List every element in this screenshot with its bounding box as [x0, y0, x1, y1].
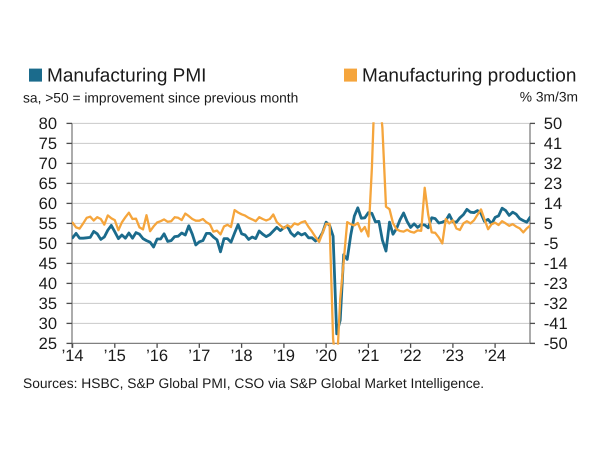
svg-text:25: 25 — [39, 335, 57, 353]
svg-text:80: 80 — [39, 115, 57, 133]
svg-text:60: 60 — [39, 195, 57, 213]
svg-text:’22: ’22 — [400, 347, 422, 365]
svg-text:sa, >50 = improvement since pr: sa, >50 = improvement since previous mon… — [23, 91, 298, 106]
svg-text:5: 5 — [544, 215, 553, 233]
svg-text:% 3m/3m: % 3m/3m — [520, 90, 578, 105]
svg-text:-14: -14 — [544, 255, 568, 273]
svg-text:35: 35 — [39, 295, 57, 313]
svg-text:Manufacturing PMI: Manufacturing PMI — [47, 66, 206, 87]
svg-text:-41: -41 — [544, 315, 568, 333]
svg-text:40: 40 — [39, 275, 57, 293]
svg-text:’19: ’19 — [273, 347, 295, 365]
svg-text:-23: -23 — [544, 275, 568, 293]
svg-text:41: 41 — [544, 135, 562, 153]
svg-text:50: 50 — [544, 115, 562, 133]
svg-text:’15: ’15 — [104, 347, 126, 365]
svg-text:30: 30 — [39, 315, 57, 333]
svg-text:’20: ’20 — [315, 347, 337, 365]
svg-text:Sources: HSBC, S&P Global PMI,: Sources: HSBC, S&P Global PMI, CSO via S… — [23, 376, 484, 391]
svg-text:’23: ’23 — [442, 347, 464, 365]
svg-text:’21: ’21 — [357, 347, 379, 365]
svg-text:14: 14 — [544, 195, 562, 213]
svg-text:’18: ’18 — [231, 347, 253, 365]
svg-text:50: 50 — [39, 235, 57, 253]
svg-text:’14: ’14 — [62, 347, 84, 365]
svg-text:55: 55 — [39, 215, 57, 233]
svg-text:23: 23 — [544, 175, 562, 193]
svg-text:75: 75 — [39, 135, 57, 153]
svg-text:-50: -50 — [544, 335, 568, 353]
svg-text:70: 70 — [39, 155, 57, 173]
svg-text:’17: ’17 — [188, 347, 210, 365]
svg-text:’24: ’24 — [484, 347, 506, 365]
svg-text:-32: -32 — [544, 295, 568, 313]
svg-text:32: 32 — [544, 155, 562, 173]
svg-text:45: 45 — [39, 255, 57, 273]
svg-text:65: 65 — [39, 175, 57, 193]
svg-text:-5: -5 — [544, 235, 559, 253]
svg-text:’16: ’16 — [146, 347, 168, 365]
svg-text:Manufacturing production: Manufacturing production — [362, 66, 576, 87]
